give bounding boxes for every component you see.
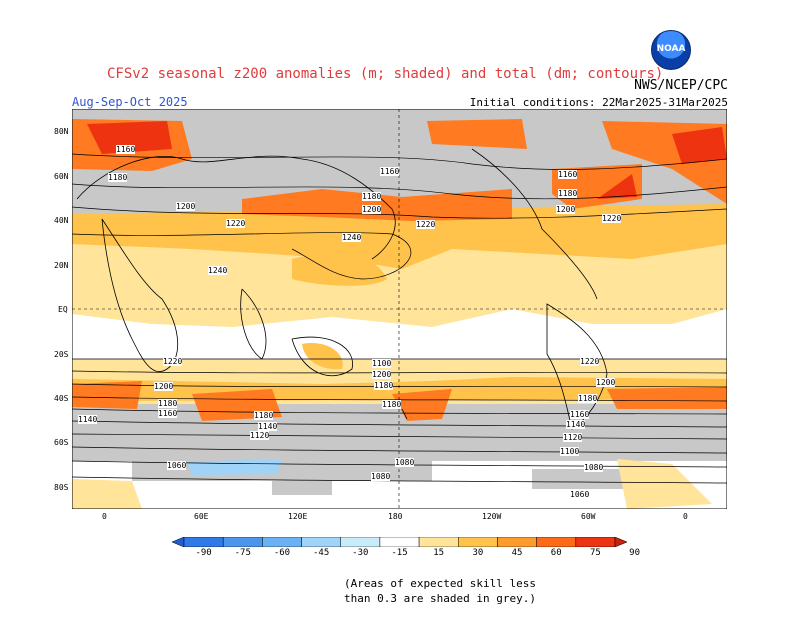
colorbar-swatch (183, 537, 224, 547)
colorbar-tick-label: 75 (589, 548, 601, 558)
colorbar-tick-label: 30 (472, 548, 484, 558)
colorbar-swatch (497, 537, 537, 547)
colorbar-tick-label: -90 (195, 548, 212, 558)
contour-label: 1180 (108, 173, 128, 182)
lon-label: 180 (388, 512, 403, 521)
lat-label: 80N (54, 127, 69, 136)
colorbar-swatch (575, 537, 616, 547)
contour-label: 1200 (372, 370, 392, 379)
contour-label: 1200 (154, 382, 174, 391)
lon-label: 0 (683, 512, 688, 521)
contour-label: 1220 (580, 357, 600, 366)
contour-label: 1200 (362, 205, 382, 214)
lon-label: 120W (482, 512, 502, 521)
contour-label: 1180 (382, 400, 402, 409)
contour-label: 1180 (374, 381, 394, 390)
contour-label: 1140 (566, 420, 586, 429)
colorbar-tick-label: 90 (629, 548, 640, 558)
lon-label: 60W (581, 512, 596, 521)
colorbar-tick-label: -60 (273, 548, 291, 558)
contour-label: 1240 (342, 233, 362, 242)
contour-label: 1080 (371, 472, 391, 481)
contour-label: 1180 (158, 399, 178, 408)
lat-label: 20S (54, 350, 69, 359)
colorbar-swatch (262, 537, 302, 547)
colorbar-swatch (301, 537, 341, 547)
lat-label: 40S (54, 394, 69, 403)
contour-label: 1080 (395, 458, 415, 467)
colorbar-swatch (379, 537, 420, 547)
lat-label: 80S (54, 483, 69, 492)
colorbar-tick-label: -45 (312, 548, 330, 558)
colorbar-tick-label: -30 (352, 548, 369, 558)
contour-label: 1160 (380, 167, 400, 176)
contour-label: 1180 (254, 411, 274, 420)
colorbar-tick-label: 45 (511, 548, 523, 558)
lon-label: 60E (194, 512, 209, 521)
colorbar-min-arrow (172, 537, 185, 547)
contour-label: 1180 (362, 192, 382, 201)
lat-label: 20N (54, 261, 69, 270)
colorbar-swatch (458, 537, 498, 547)
contour-label: 1200 (176, 202, 196, 211)
agency-label: NWS/NCEP/CPC (634, 78, 728, 93)
skill-note-line1: (Areas of expected skill less (343, 577, 537, 590)
contour-label: 1180 (578, 394, 598, 403)
lat-label: 60N (54, 172, 69, 181)
contour-label: 1160 (158, 409, 178, 418)
contour-label: 1220 (163, 357, 183, 366)
contour-label: 1060 (167, 461, 187, 470)
skill-note: (Areas of expected skill less than 0.3 a… (340, 576, 540, 606)
colorbar-tick-label: -15 (391, 548, 408, 558)
contour-label: 1080 (584, 463, 604, 472)
colorbar-swatch (536, 537, 577, 547)
lat-label: EQ (58, 305, 68, 314)
contour-label: 1060 (570, 490, 590, 499)
skill-note-line2: than 0.3 are shaded in grey.) (343, 592, 537, 605)
colorbar (172, 537, 627, 547)
colorbar-tick-label: 15 (433, 548, 445, 558)
colorbar-swatch (222, 537, 263, 547)
contour-label: 1120 (250, 431, 270, 440)
colorbar-tick-label: -75 (234, 548, 251, 558)
contour-label: 1220 (416, 220, 436, 229)
anomaly-map (72, 109, 727, 509)
positive-anomaly-peak (87, 121, 727, 199)
contour-label: 1160 (116, 145, 136, 154)
contour-label: 1100 (372, 359, 392, 368)
chart-title: CFSv2 seasonal z200 anomalies (m; shaded… (107, 66, 664, 82)
colorbar-swatch (340, 537, 381, 547)
lon-label: 0 (102, 512, 107, 521)
colorbar-max-arrow (614, 537, 627, 547)
contour-label: 1200 (596, 378, 616, 387)
contour-label: 1200 (556, 205, 576, 214)
contour-label: 1140 (78, 415, 98, 424)
noaa-logo: NOAA (651, 30, 691, 70)
colorbar-tick-label: 60 (550, 548, 562, 558)
contour-label: 1220 (602, 214, 622, 223)
contour-label: 1100 (560, 447, 580, 456)
contour-label: 1180 (558, 189, 578, 198)
colorbar-swatch (418, 537, 459, 547)
contour-label: 1240 (208, 266, 228, 275)
initial-conditions: Initial conditions: 22Mar2025-31Mar2025 (469, 96, 728, 109)
contour-label: 1160 (570, 410, 590, 419)
lat-label: 40N (54, 216, 69, 225)
contour-label: 1140 (258, 422, 278, 431)
contour-label: 1120 (563, 433, 583, 442)
lon-label: 120E (288, 512, 308, 521)
contour-label: 1220 (226, 219, 246, 228)
lat-label: 60S (54, 438, 69, 447)
season-label: Aug-Sep-Oct 2025 (72, 95, 188, 109)
contour-label: 1160 (558, 170, 578, 179)
